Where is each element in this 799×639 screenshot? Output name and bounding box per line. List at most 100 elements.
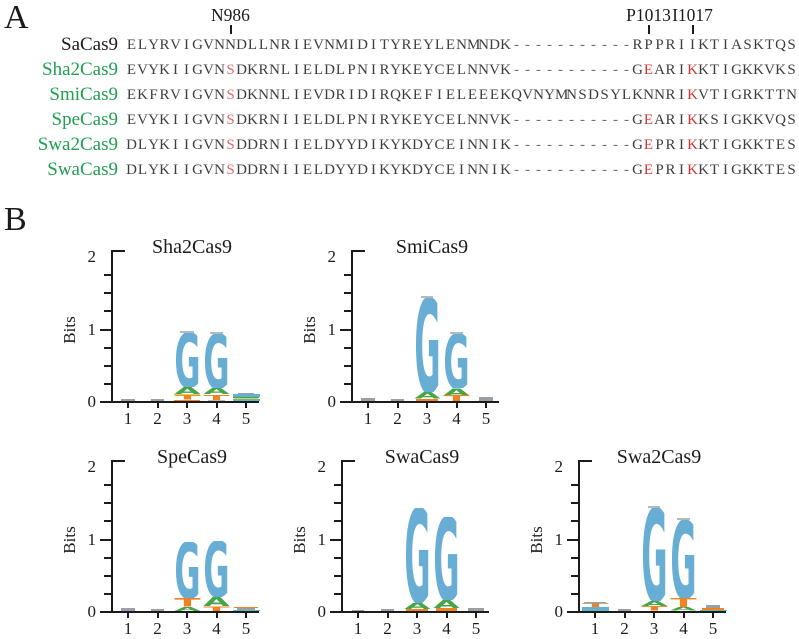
logo-letter-t: T — [174, 598, 201, 607]
x-axis-line — [111, 401, 259, 403]
logo-glyph-bar — [232, 399, 260, 401]
logo-letter-g: G — [641, 508, 668, 601]
x-axis-tick — [215, 403, 218, 408]
y-axis-minor-tick — [571, 592, 579, 595]
y-axis-minor-tick — [571, 484, 579, 487]
svg-text:T: T — [443, 395, 470, 401]
x-axis-tick-label: 4 — [679, 619, 688, 638]
svg-text:G: G — [203, 541, 229, 597]
logo-glyph-bar — [208, 399, 225, 401]
logo-letter-a: A — [203, 388, 230, 394]
sequence-name: SpeCas9 — [51, 109, 119, 130]
y-axis-minor-tick — [104, 592, 112, 595]
x-axis-tick-label: 4 — [452, 409, 461, 428]
residue-annotation-label: N986 — [211, 5, 250, 25]
residue-annotation-label: P1013 — [626, 5, 671, 25]
logo-glyph-bar — [150, 609, 165, 611]
logo-position-stack — [473, 397, 500, 401]
logo-position-stack — [345, 609, 372, 611]
y-axis-tick-label: 0 — [327, 392, 337, 411]
y-axis-minor-tick — [334, 556, 342, 559]
logo-glyph-bar — [617, 609, 632, 611]
y-axis-minor-tick — [104, 382, 112, 385]
svg-text:T: T — [582, 603, 608, 607]
y-axis-title: Bits — [60, 315, 79, 344]
y-axis-top-cap — [112, 250, 125, 252]
y-axis-minor-tick — [344, 310, 352, 313]
logo-glyph-bar — [174, 399, 200, 401]
y-axis-minor-tick — [104, 310, 112, 313]
logo-letter-g: G — [443, 334, 470, 388]
logo-glyph-bar — [699, 609, 727, 611]
y-axis-minor-tick — [571, 502, 579, 505]
x-axis-tick-label: 3 — [182, 409, 192, 428]
y-axis-minor-tick — [334, 502, 342, 505]
y-axis-tick-label: 2 — [317, 457, 327, 476]
x-axis-tick-label: 1 — [363, 409, 373, 428]
x-axis-tick-label: 5 — [241, 619, 251, 638]
logo-letter-a: A — [641, 601, 668, 606]
x-axis-tick-label: 3 — [182, 619, 192, 638]
residue-annotation-label: I1017 — [672, 5, 713, 25]
alignment-row: SaCas9 E LYRV I GVNNDL LNR I EVNMI D I TYREYL ENMND… — [0, 32, 799, 57]
y-axis-minor-tick — [334, 574, 342, 577]
logo-glyph-bar — [361, 398, 375, 401]
y-axis-title: Bits — [290, 525, 309, 554]
x-axis-tick — [186, 403, 188, 408]
logo-position-stack — [115, 398, 142, 401]
x-axis-tick — [245, 613, 247, 618]
x-axis-line — [578, 611, 726, 613]
logo-glyph-bar — [450, 331, 463, 334]
x-axis-tick — [712, 613, 714, 618]
svg-text:T: T — [174, 395, 200, 400]
logo-letter-g: G — [433, 517, 460, 600]
x-axis-tick — [386, 613, 389, 618]
logo-glyph-bar — [121, 398, 135, 401]
y-axis-line — [341, 460, 343, 612]
x-axis-tick-label: 5 — [708, 619, 718, 638]
logo-letter-t: T — [203, 395, 230, 400]
x-axis-tick — [186, 613, 188, 618]
sequence-text: EVYK I I GVNSDKRN I I E LDL PN I RYKEYCE LNNVK - - - - -… — [126, 111, 796, 128]
x-axis-tick-label: 2 — [393, 409, 402, 428]
x-axis-tick-label: 4 — [212, 619, 221, 638]
y-axis-major-tick — [100, 611, 112, 613]
y-axis-minor-tick — [104, 556, 112, 559]
y-axis-minor-tick — [344, 292, 352, 295]
y-axis-top-cap — [112, 460, 125, 462]
x-axis-tick-label: 1 — [590, 619, 600, 638]
y-axis-major-tick — [340, 401, 352, 403]
sequence-text: E LYRV I GVNNDL LNR I EVNMI D I TYREYL ENMNDK - - - - -… — [126, 36, 796, 53]
svg-text:G: G — [443, 334, 469, 388]
y-axis-major-tick — [567, 611, 579, 613]
y-axis-tick-label: 2 — [554, 457, 564, 476]
logo-glyph-bar — [467, 608, 485, 611]
y-axis-minor-tick — [104, 274, 112, 277]
y-axis-minor-tick — [104, 346, 112, 349]
y-axis-tick-label: 0 — [87, 602, 97, 621]
x-axis-tick-label: 4 — [442, 619, 451, 638]
y-axis-top-cap — [342, 460, 355, 462]
y-axis-line — [111, 460, 113, 612]
x-axis-tick — [426, 403, 428, 408]
y-axis-minor-tick — [104, 574, 112, 577]
x-axis-tick-label: 5 — [471, 619, 481, 638]
x-axis-tick — [245, 403, 247, 408]
logo-letter-t: T — [641, 606, 668, 611]
sequence-name: Sha2Cas9 — [42, 59, 118, 80]
logo-glyph-bar — [479, 397, 493, 401]
logo-title: SwaCas9 — [384, 446, 460, 468]
logo-letter-g: G — [174, 542, 201, 599]
svg-text:G: G — [404, 508, 430, 602]
logo-letter-g: G — [174, 333, 201, 387]
y-axis-minor-tick — [104, 484, 112, 487]
logo-glyph-bar — [237, 392, 255, 395]
x-axis-tick-label: 2 — [153, 409, 162, 428]
sequence-name: SaCas9 — [61, 34, 118, 55]
logo-glyph-bar — [701, 608, 725, 610]
logo-letter-t: T — [174, 395, 201, 400]
